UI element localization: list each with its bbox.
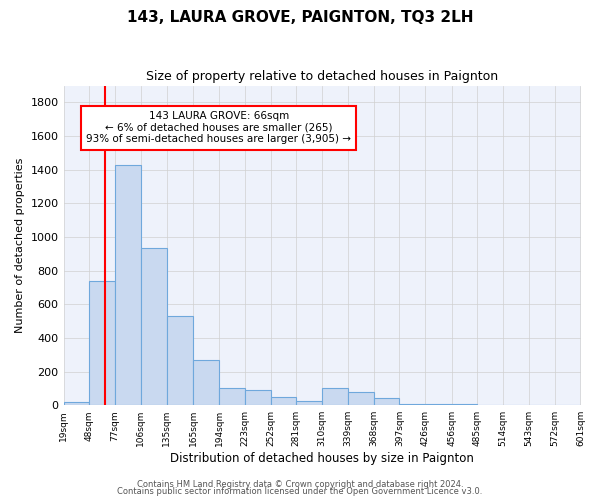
- Bar: [141, 248, 167, 405]
- Bar: [245, 390, 271, 405]
- Bar: [296, 401, 322, 405]
- Bar: [115, 164, 141, 405]
- Bar: [89, 280, 115, 405]
- X-axis label: Distribution of detached houses by size in Paignton: Distribution of detached houses by size …: [170, 452, 474, 465]
- Text: 143, LAURA GROVE, PAIGNTON, TQ3 2LH: 143, LAURA GROVE, PAIGNTON, TQ3 2LH: [127, 10, 473, 25]
- Bar: [271, 397, 296, 405]
- Bar: [374, 398, 399, 405]
- Bar: [322, 388, 348, 405]
- Text: 143 LAURA GROVE: 66sqm
← 6% of detached houses are smaller (265)
93% of semi-det: 143 LAURA GROVE: 66sqm ← 6% of detached …: [86, 111, 351, 144]
- Bar: [452, 404, 478, 405]
- Bar: [64, 402, 89, 405]
- Bar: [399, 404, 425, 405]
- Text: Contains HM Land Registry data © Crown copyright and database right 2024.: Contains HM Land Registry data © Crown c…: [137, 480, 463, 489]
- Bar: [425, 404, 452, 405]
- Y-axis label: Number of detached properties: Number of detached properties: [15, 158, 25, 333]
- Title: Size of property relative to detached houses in Paignton: Size of property relative to detached ho…: [146, 70, 498, 83]
- Bar: [167, 316, 193, 405]
- Bar: [219, 388, 245, 405]
- Bar: [193, 360, 219, 405]
- Text: Contains public sector information licensed under the Open Government Licence v3: Contains public sector information licen…: [118, 487, 482, 496]
- Bar: [348, 392, 374, 405]
